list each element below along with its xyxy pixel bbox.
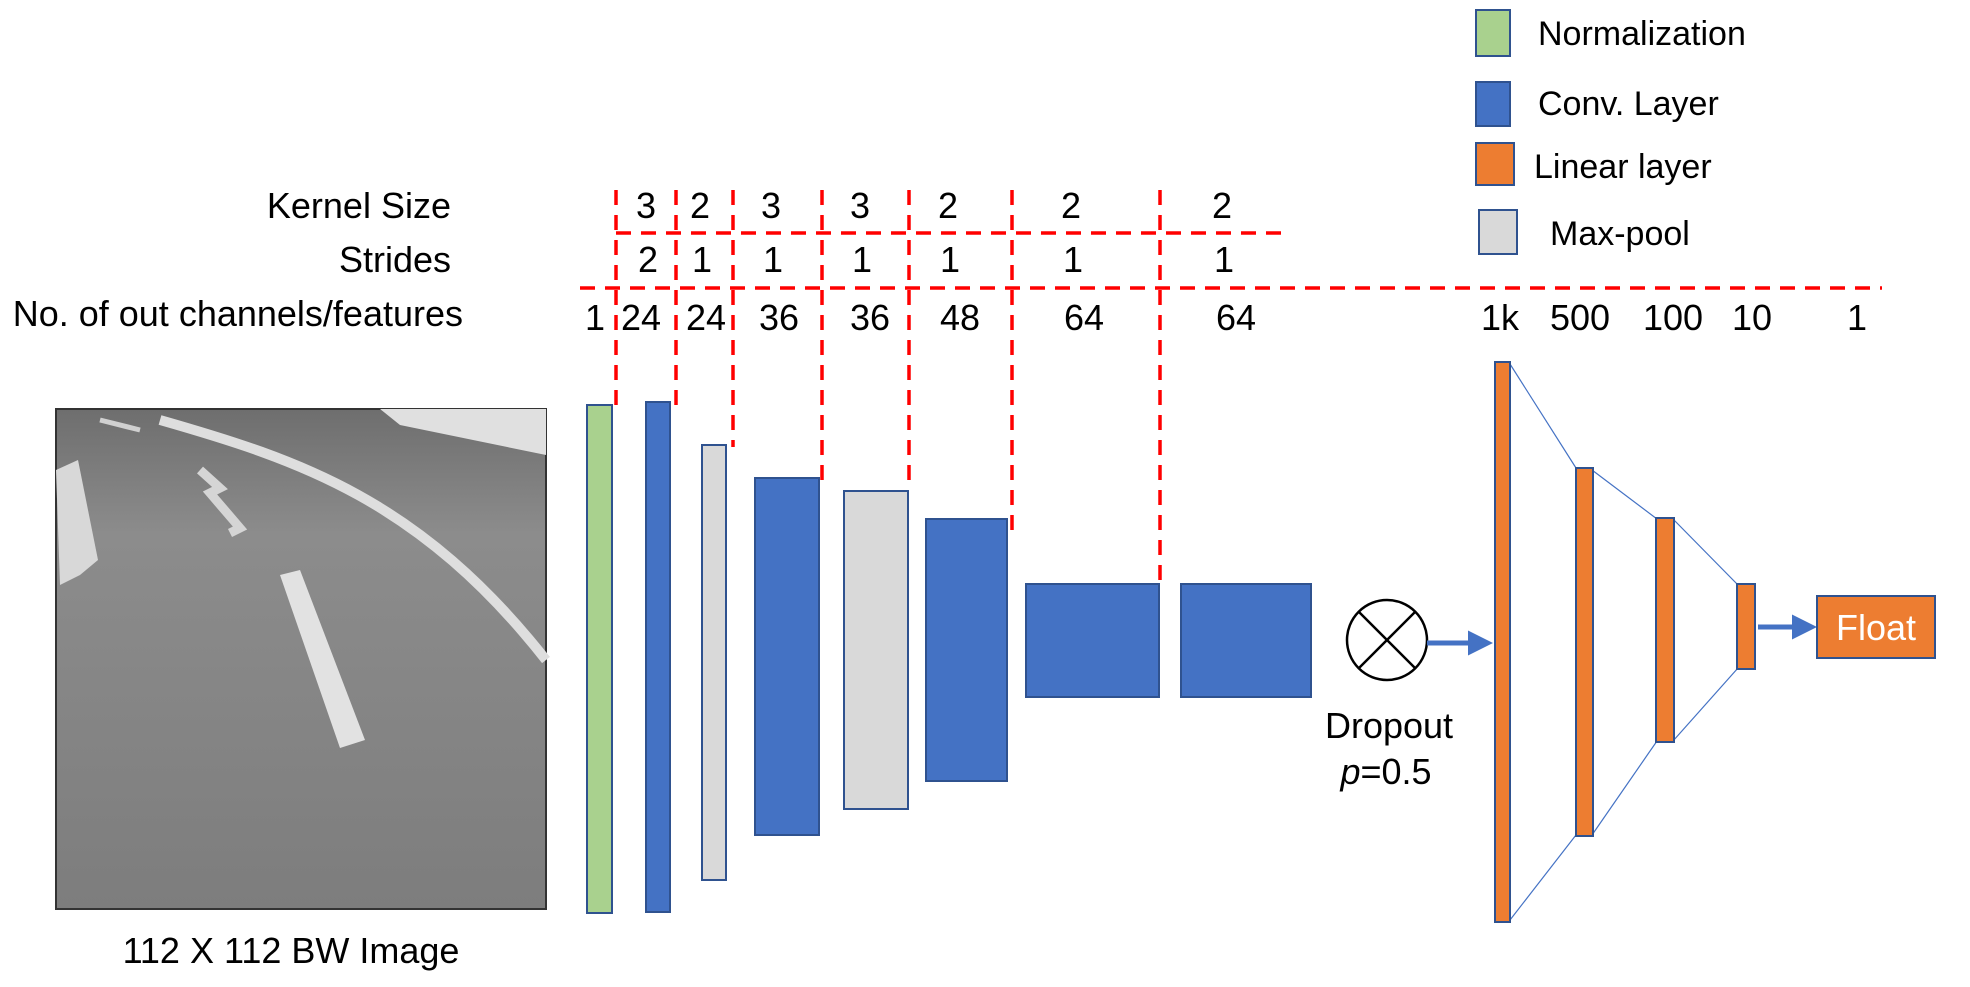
kernel-size-value: 3 xyxy=(761,185,781,226)
dashed-guides xyxy=(580,190,1882,583)
stride-value: 1 xyxy=(1063,239,1083,280)
legend-conv-label: Conv. Layer xyxy=(1538,85,1719,123)
channel-value: 36 xyxy=(759,297,799,338)
feature-value: 1k xyxy=(1481,297,1520,338)
kernel-size-value: 2 xyxy=(1212,185,1232,226)
channel-value: 1 xyxy=(585,297,605,338)
channel-value: 48 xyxy=(940,297,980,338)
channel-value: 64 xyxy=(1064,297,1104,338)
stride-value: 1 xyxy=(852,239,872,280)
stride-value: 1 xyxy=(940,239,960,280)
channel-values: 1 24 24 36 36 48 64 64 xyxy=(585,297,1256,338)
dropout-label: Dropout xyxy=(1325,705,1453,746)
linear-layers xyxy=(1494,361,1756,923)
legend-normalization-swatch xyxy=(1475,9,1511,57)
fc-connectors xyxy=(1509,363,1739,921)
stride-value: 1 xyxy=(692,239,712,280)
strides-row-label: Strides xyxy=(339,239,451,280)
stride-values: 2 1 1 1 1 1 1 xyxy=(638,239,1234,280)
normalization-layer xyxy=(586,404,613,914)
linear-layer xyxy=(1736,583,1756,670)
channels-row-label: No. of out channels/features xyxy=(13,293,463,334)
linear-layer xyxy=(1494,361,1511,923)
feature-value: 500 xyxy=(1550,297,1610,338)
feature-value: 1 xyxy=(1847,297,1867,338)
conv-layer xyxy=(754,477,820,836)
kernel-size-value: 2 xyxy=(690,185,710,226)
kernel-size-value: 2 xyxy=(938,185,958,226)
input-road-image xyxy=(55,408,550,910)
channel-value: 24 xyxy=(686,297,726,338)
conv-layer xyxy=(925,518,1008,782)
dropout-probability: p=0.5 xyxy=(1339,751,1431,792)
dropout-node xyxy=(1345,598,1429,682)
legend: Normalization Conv. Layer Linear layer M… xyxy=(1475,9,1746,255)
conv-layer xyxy=(1025,583,1160,698)
maxpool-layer xyxy=(843,490,909,810)
stride-value: 1 xyxy=(763,239,783,280)
float-output-box xyxy=(1816,595,1936,659)
legend-linear-label: Linear layer xyxy=(1534,148,1712,186)
kernel-size-value: 3 xyxy=(636,185,656,226)
stride-value: 1 xyxy=(1214,239,1234,280)
kernel-size-value: 3 xyxy=(850,185,870,226)
conv-layer xyxy=(1180,583,1312,698)
legend-conv-swatch xyxy=(1475,81,1511,127)
maxpool-layer xyxy=(701,444,727,881)
input-image-caption: 112 X 112 BW Image xyxy=(123,930,460,971)
legend-maxpool-label: Max-pool xyxy=(1550,215,1690,253)
feature-values: 1k 500 100 10 1 xyxy=(1481,297,1867,338)
conv-layer xyxy=(645,401,671,913)
legend-linear-swatch xyxy=(1475,142,1515,186)
legend-normalization-label: Normalization xyxy=(1538,15,1746,53)
channel-value: 24 xyxy=(621,297,661,338)
legend-maxpool-swatch xyxy=(1478,209,1518,255)
kernel-size-values: 3 2 3 3 2 2 2 xyxy=(636,185,1232,226)
feature-value: 100 xyxy=(1643,297,1703,338)
feature-value: 10 xyxy=(1732,297,1772,338)
channel-value: 36 xyxy=(850,297,890,338)
linear-layer xyxy=(1575,467,1594,837)
channel-value: 64 xyxy=(1216,297,1256,338)
layer-blocks xyxy=(586,401,1312,914)
stride-value: 2 xyxy=(638,239,658,280)
kernel-size-value: 2 xyxy=(1061,185,1081,226)
kernel-size-row-label: Kernel Size xyxy=(267,185,451,226)
float-output-label: Float xyxy=(1836,607,1916,648)
linear-layer xyxy=(1655,517,1675,743)
